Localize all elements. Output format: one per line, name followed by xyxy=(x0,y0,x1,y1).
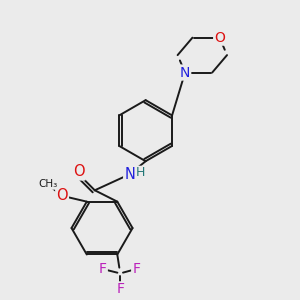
Text: F: F xyxy=(132,262,140,276)
Text: CH₃: CH₃ xyxy=(38,179,57,189)
Text: H: H xyxy=(136,166,146,179)
Text: N: N xyxy=(124,167,135,182)
Text: F: F xyxy=(116,282,124,296)
Text: O: O xyxy=(214,31,225,45)
Text: N: N xyxy=(180,65,190,80)
Text: O: O xyxy=(73,164,85,179)
Text: F: F xyxy=(99,262,107,276)
Text: O: O xyxy=(56,188,68,203)
